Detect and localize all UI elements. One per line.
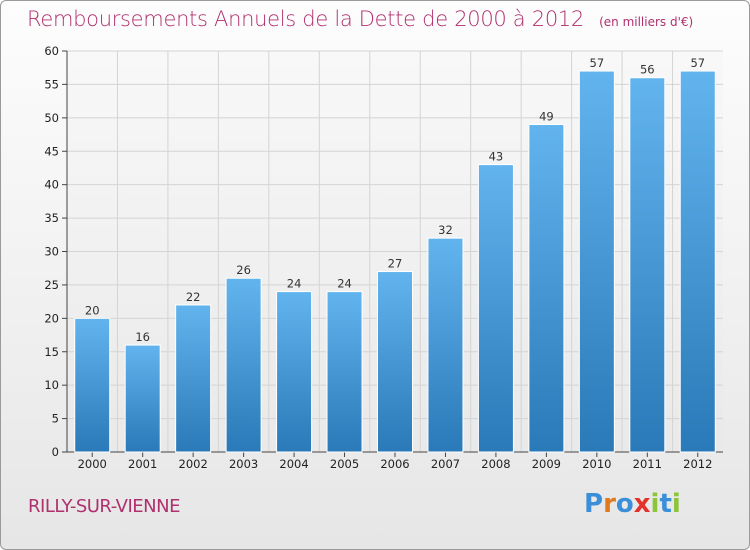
logo-letter: r <box>603 489 616 519</box>
bar <box>477 164 514 453</box>
y-tick-label: 15 <box>44 345 59 359</box>
bar-value-label: 43 <box>489 150 504 164</box>
bar-value-label: 24 <box>287 277 302 291</box>
bars <box>74 70 716 453</box>
chart-unit-note: (en milliers d'€) <box>599 15 694 29</box>
logo-letter: P <box>584 489 604 519</box>
x-tick-label: 2011 <box>633 457 662 471</box>
chart-title: Remboursements Annuels de la Dette de 20… <box>27 7 693 31</box>
y-tick-label: 60 <box>44 44 59 58</box>
y-tick-label: 20 <box>44 311 59 325</box>
bar-value-label: 16 <box>135 330 150 344</box>
bar-value-label: 22 <box>186 290 201 304</box>
x-tick-label: 2003 <box>229 457 258 471</box>
y-tick-label: 30 <box>44 245 59 259</box>
x-tick-label: 2007 <box>431 457 460 471</box>
y-tick-label: 45 <box>44 144 59 158</box>
bar <box>377 271 413 453</box>
x-tick-label: 2012 <box>683 457 712 471</box>
logo-letter: i <box>650 489 660 519</box>
x-tick-label: 2008 <box>481 457 510 471</box>
y-tick-label: 55 <box>44 77 59 91</box>
x-tick-label: 2004 <box>279 457 308 471</box>
y-tick-label: 25 <box>44 278 59 292</box>
bar <box>276 291 313 453</box>
bar <box>578 70 615 453</box>
logo-letter: t <box>659 489 672 519</box>
bar <box>528 124 565 453</box>
x-tick-label: 2006 <box>380 457 409 471</box>
y-tick-label: 5 <box>52 412 59 426</box>
bar-value-label: 27 <box>388 257 403 271</box>
bar <box>74 317 111 453</box>
bar-value-label: 57 <box>690 56 705 70</box>
bar <box>427 237 464 453</box>
city-name: RILLY-SUR-VIENNE <box>28 496 180 517</box>
labels: 0 5 10 15 20 25 30 35 40 45 50 55 60 2000 20 2001 16 2002… <box>44 44 712 471</box>
proxiti-logo: Proxiti <box>584 489 681 519</box>
y-tick-label: 10 <box>44 378 59 392</box>
bar <box>175 304 212 453</box>
bar-value-label: 57 <box>590 56 605 70</box>
x-tick-label: 2010 <box>582 457 611 471</box>
x-tick-label: 2005 <box>330 457 359 471</box>
logo-letter: o <box>615 489 634 519</box>
x-tick-label: 2009 <box>532 457 561 471</box>
x-tick-label: 2002 <box>179 457 208 471</box>
bar <box>326 291 363 453</box>
bar-value-label: 20 <box>85 303 100 317</box>
bar <box>629 77 666 453</box>
x-tick-label: 2000 <box>78 457 107 471</box>
y-tick-label: 35 <box>44 211 59 225</box>
bar <box>124 344 161 453</box>
bar-value-label: 26 <box>236 263 251 277</box>
logo-letter: x <box>633 489 651 519</box>
y-tick-label: 50 <box>44 111 59 125</box>
bar <box>225 277 262 453</box>
bar-value-label: 49 <box>539 110 554 124</box>
x-tick-label: 2001 <box>128 457 157 471</box>
bar-value-label: 56 <box>640 63 655 77</box>
logo-letter: i <box>671 489 681 519</box>
chart-title-text: Remboursements Annuels de la Dette de 20… <box>27 7 584 31</box>
y-tick-label: 0 <box>52 445 59 459</box>
bar-value-label: 24 <box>337 277 352 291</box>
bar-value-label: 32 <box>438 223 453 237</box>
y-tick-label: 40 <box>44 178 59 192</box>
bar <box>679 70 716 453</box>
